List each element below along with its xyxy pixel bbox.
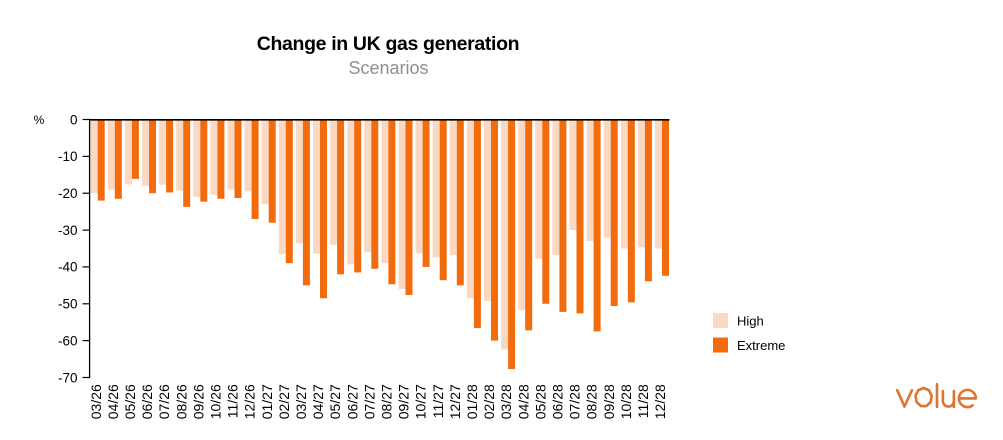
svg-text:05/28: 05/28 (532, 384, 548, 419)
svg-text:09/26: 09/26 (190, 384, 206, 419)
svg-text:0: 0 (70, 112, 78, 127)
svg-text:03/28: 03/28 (498, 384, 514, 419)
svg-text:-60: -60 (58, 333, 78, 348)
svg-text:06/27: 06/27 (344, 384, 360, 419)
svg-text:02/27: 02/27 (276, 384, 292, 419)
svg-text:High: High (737, 313, 764, 328)
svg-text:11/27: 11/27 (430, 384, 446, 418)
svg-text:06/28: 06/28 (550, 384, 566, 419)
svg-text:05/27: 05/27 (327, 384, 343, 419)
svg-text:-40: -40 (58, 260, 78, 275)
svg-text:-10: -10 (58, 149, 78, 164)
svg-text:07/28: 07/28 (567, 384, 583, 419)
svg-text:-20: -20 (58, 186, 78, 201)
svg-text:-30: -30 (58, 223, 78, 238)
svg-text:04/27: 04/27 (310, 384, 326, 419)
svg-text:Change in UK gas generation: Change in UK gas generation (257, 33, 520, 55)
svg-text:10/26: 10/26 (208, 384, 224, 419)
svg-text:11/26: 11/26 (225, 384, 241, 418)
svg-text:11/28: 11/28 (635, 384, 651, 418)
svg-text:06/26: 06/26 (139, 384, 155, 419)
svg-text:12/28: 12/28 (652, 384, 668, 419)
svg-text:Extreme: Extreme (737, 338, 785, 353)
svg-text:01/27: 01/27 (259, 384, 275, 419)
svg-text:09/27: 09/27 (396, 384, 412, 419)
svg-text:%: % (34, 113, 45, 127)
svg-text:03/26: 03/26 (88, 384, 104, 419)
svg-text:-70: -70 (58, 370, 78, 385)
svg-text:10/28: 10/28 (618, 384, 634, 419)
svg-text:03/27: 03/27 (293, 384, 309, 419)
svg-text:12/26: 12/26 (242, 384, 258, 419)
svg-text:09/28: 09/28 (601, 384, 617, 419)
svg-text:Scenarios: Scenarios (348, 58, 428, 78)
svg-text:02/28: 02/28 (481, 384, 497, 419)
svg-text:07/27: 07/27 (361, 384, 377, 419)
svg-text:04/28: 04/28 (515, 384, 531, 419)
svg-text:08/28: 08/28 (584, 384, 600, 419)
svg-text:-50: -50 (58, 297, 78, 312)
svg-text:07/26: 07/26 (156, 384, 172, 419)
svg-text:12/27: 12/27 (447, 384, 463, 419)
svg-text:05/26: 05/26 (122, 384, 138, 419)
svg-text:04/26: 04/26 (105, 384, 121, 419)
svg-text:08/27: 08/27 (379, 384, 395, 419)
svg-text:10/27: 10/27 (413, 384, 429, 419)
svg-text:08/26: 08/26 (173, 384, 189, 419)
svg-text:01/28: 01/28 (464, 384, 480, 419)
